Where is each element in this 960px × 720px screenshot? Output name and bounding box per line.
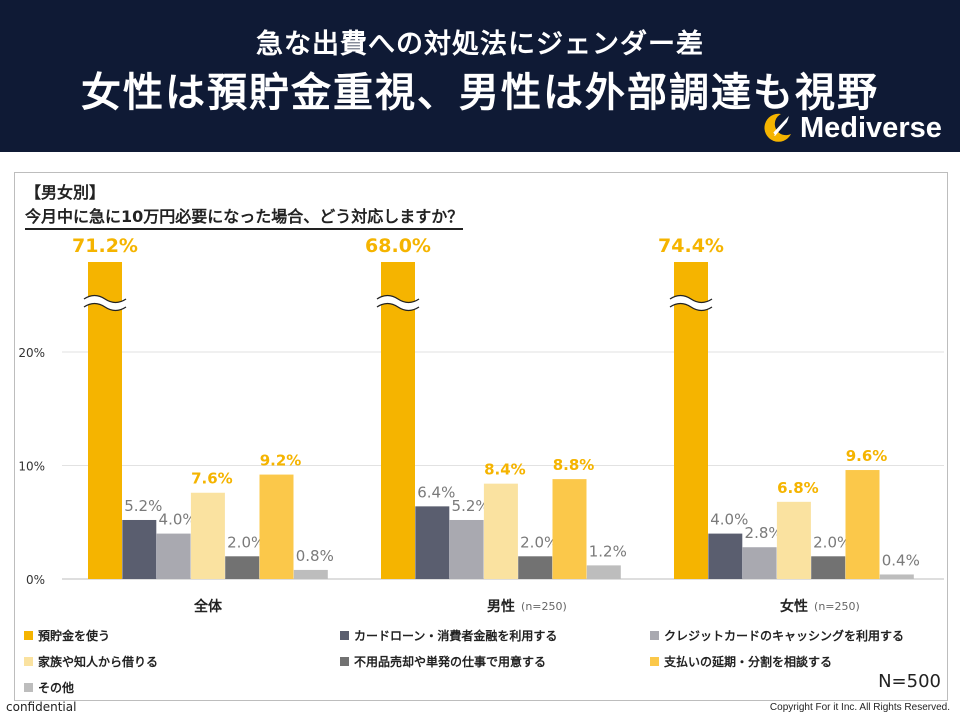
bar [415, 506, 450, 579]
bar [742, 547, 777, 579]
header-subtitle: 急な出費への対処法にジェンダー差 [256, 29, 704, 60]
bar [483, 483, 518, 579]
data-label: 71.2% [72, 235, 138, 257]
bar [586, 565, 621, 579]
legend-label: クレジットカードのキャッシングを利用する [664, 628, 904, 643]
footer-confidential: confidential [6, 700, 77, 714]
data-label: 9.2% [260, 452, 302, 470]
bar [552, 479, 587, 579]
legend-swatch [24, 683, 33, 692]
axis-break-line [83, 294, 127, 304]
question-section: 【男女別】 [25, 183, 106, 202]
data-label: 4.0% [710, 511, 748, 529]
axis-break-mark [377, 295, 419, 311]
data-label: 8.8% [553, 456, 595, 474]
data-label: 9.6% [846, 447, 888, 465]
question-text: 今月中に急に10万円必要になった場合、どう対応しますか？ [25, 203, 464, 230]
chart-panel: 【男女別】 今月中に急に10万円必要になった場合、どう対応しますか？ N=500 [14, 172, 948, 701]
legend-label: 預貯金を使う [38, 628, 110, 643]
bar [674, 262, 708, 579]
logo: Mediverse [758, 110, 942, 146]
axis-break-line [376, 294, 420, 304]
header-title: 女性は預貯金重視、男性は外部調達も視野 [81, 70, 879, 116]
axis-break-line [376, 302, 420, 312]
data-label: 68.0% [365, 235, 431, 257]
legend-label: カードローン・消費者金融を利用する [354, 628, 557, 643]
bar [156, 533, 191, 579]
x-tick-label: 全体 [193, 598, 223, 615]
legend-label: 支払いの延期・分割を相談する [663, 654, 832, 669]
x-tick-label: 女性 [780, 598, 808, 615]
legend-label: 家族や知人から借りる [38, 654, 158, 669]
data-label: 74.4% [658, 235, 724, 257]
bar [845, 470, 880, 579]
header-banner: 急な出費への対処法にジェンダー差 女性は預貯金重視、男性は外部調達も視野 Med… [0, 0, 960, 152]
data-label: 5.2% [452, 497, 490, 515]
bar [381, 262, 415, 579]
data-label: 0.4% [882, 551, 920, 569]
bar [190, 492, 225, 579]
y-tick-label: 0% [26, 573, 45, 587]
logo-text: Mediverse [800, 111, 942, 144]
bar [449, 519, 484, 579]
bar [122, 519, 157, 579]
x-tick-note: (n=250) [521, 600, 567, 613]
data-label: 1.2% [589, 542, 627, 560]
legend-swatch [340, 631, 349, 640]
x-tick-label: 男性 [487, 598, 515, 615]
axis-break-mark [670, 295, 712, 311]
legend-swatch [650, 657, 659, 666]
data-label: 4.0% [159, 511, 197, 529]
axis-break-mark [84, 295, 126, 311]
data-label: 2.0% [813, 533, 851, 551]
x-tick-note: (n=250) [814, 600, 860, 613]
bar [708, 533, 743, 579]
bar [293, 569, 328, 579]
legend-swatch [24, 631, 33, 640]
data-label: 2.8% [745, 524, 783, 542]
data-label: 6.8% [777, 479, 819, 497]
bar [88, 262, 122, 579]
axis-break-line [669, 302, 713, 312]
legend-label: 不用品売却や単発の仕事で用意する [354, 654, 546, 669]
y-tick-label: 20% [18, 346, 45, 360]
sample-size-label: N=500 [878, 671, 941, 692]
legend-swatch [24, 657, 33, 666]
bar [811, 556, 846, 579]
bar [776, 501, 811, 579]
data-label: 2.0% [520, 533, 558, 551]
data-label: 8.4% [484, 461, 526, 479]
crescent-rocket-icon [764, 113, 791, 142]
legend-label: その他 [38, 680, 74, 695]
data-label: 0.8% [296, 547, 334, 565]
bar [225, 556, 260, 579]
axis-break-line [83, 302, 127, 312]
data-label: 2.0% [227, 533, 265, 551]
data-label: 7.6% [191, 470, 233, 488]
data-label: 5.2% [124, 497, 162, 515]
bar [518, 556, 553, 579]
footer-copyright: Copyright For it Inc. All Rights Reserve… [769, 702, 950, 713]
y-tick-label: 10% [18, 460, 45, 474]
axis-break-line [669, 294, 713, 304]
bar [879, 574, 914, 579]
bar [259, 474, 294, 579]
legend-swatch [340, 657, 349, 666]
data-label: 6.4% [417, 483, 455, 501]
legend-swatch [650, 631, 659, 640]
